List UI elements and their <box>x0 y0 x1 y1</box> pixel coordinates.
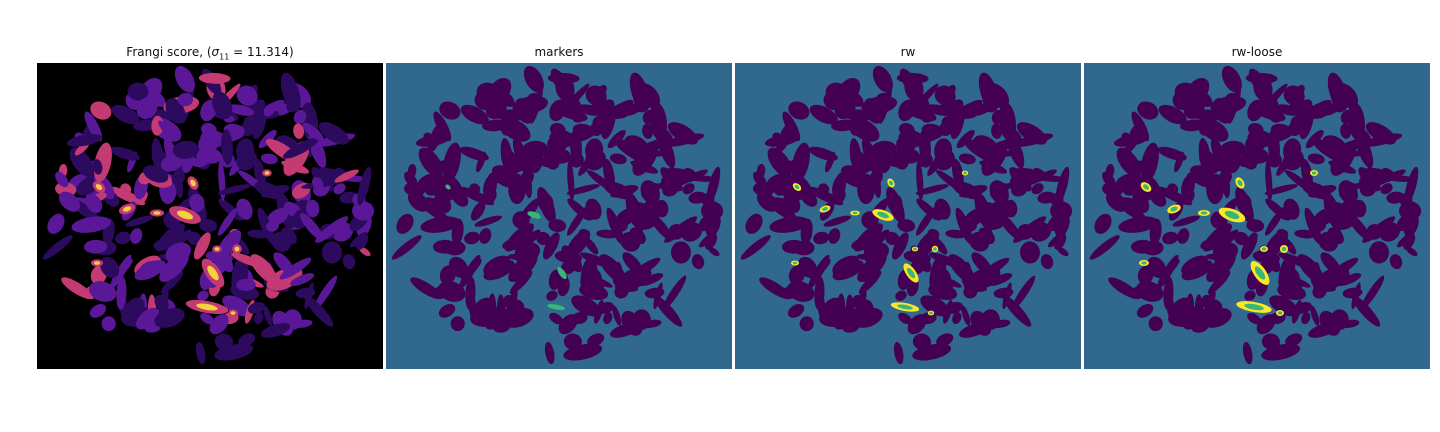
frangi-image <box>37 63 383 369</box>
rw-loose-image <box>1084 63 1430 369</box>
markers-title: markers <box>534 45 584 59</box>
rw-title: rw <box>900 45 916 59</box>
frangi-title: Frangi score, (σ11 = 11.314) <box>126 45 294 62</box>
rw-loose-title: rw-loose <box>1231 45 1283 59</box>
markers-image <box>386 63 732 369</box>
rw-image <box>735 63 1081 369</box>
